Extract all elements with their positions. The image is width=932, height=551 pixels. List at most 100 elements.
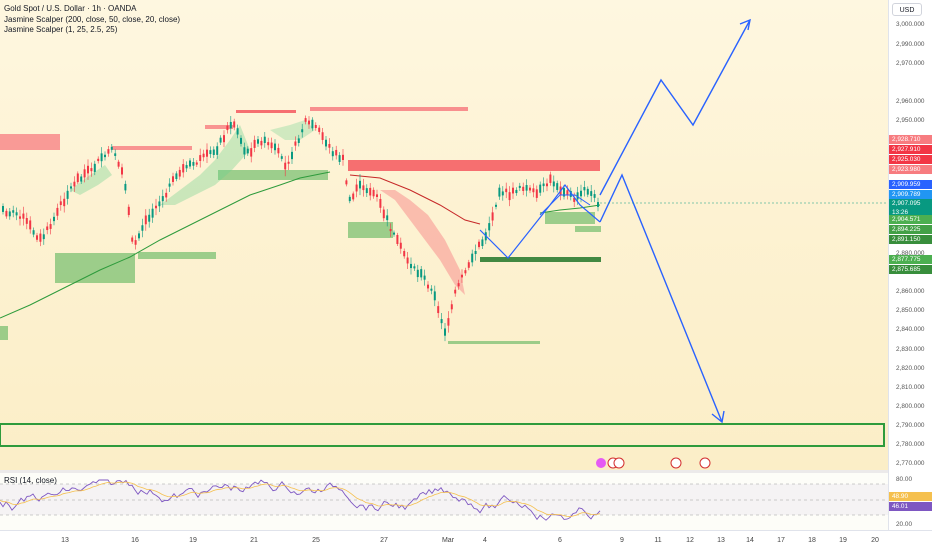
candle [365, 188, 368, 194]
zones [0, 107, 885, 447]
candle [304, 118, 307, 122]
price-label: 2,820.000 [896, 365, 925, 372]
candle [338, 155, 341, 162]
economic-event-icons[interactable] [596, 457, 711, 469]
rsi-axis-label: 80.00 [896, 476, 912, 483]
supply-zone-top-3[interactable] [310, 107, 468, 111]
candle [148, 214, 151, 222]
rsi-chart [0, 479, 888, 521]
time-label: 20 [871, 537, 879, 544]
demand-zone-f[interactable] [575, 226, 601, 232]
time-axis[interactable] [0, 530, 932, 551]
candle [144, 215, 147, 225]
candle [97, 158, 100, 162]
supply-zone-top-1[interactable] [205, 125, 233, 129]
candle [345, 180, 348, 185]
demand-zone-b[interactable] [138, 252, 216, 259]
candle [199, 155, 202, 161]
demand-zone-line[interactable] [480, 257, 601, 262]
candle [403, 250, 406, 257]
candle [369, 187, 372, 196]
candle [80, 176, 83, 182]
time-label: 16 [131, 537, 139, 544]
candle [29, 220, 32, 230]
candle [107, 149, 110, 154]
us-flag-icon [613, 457, 625, 469]
candle [529, 187, 531, 191]
candle [556, 183, 559, 190]
demand-zone-left-small[interactable] [0, 326, 8, 340]
candle [488, 223, 491, 231]
price-label: 2,990.000 [896, 41, 925, 48]
candle [505, 188, 508, 193]
candle [25, 218, 28, 224]
candle [396, 234, 399, 244]
price-tag: 2,923.980 [889, 165, 932, 174]
indicator-legend-2[interactable]: Jasmine Scalper (1, 25, 2.5, 25) [4, 25, 118, 34]
demand-zone-c[interactable] [218, 170, 328, 180]
candle [535, 189, 538, 198]
rsi-legend[interactable]: RSI (14, close) [4, 476, 57, 485]
target-zone-box[interactable] [0, 423, 885, 447]
candle [83, 169, 86, 178]
candle [165, 192, 168, 198]
candle [22, 213, 25, 219]
candle [240, 137, 242, 144]
candle [467, 262, 470, 268]
candle [5, 210, 8, 217]
supply-zone-left[interactable] [0, 134, 60, 150]
time-label: 11 [654, 537, 662, 544]
candle [246, 148, 249, 154]
time-label: 12 [686, 537, 694, 544]
candle [546, 183, 548, 187]
time-label: 18 [808, 537, 816, 544]
candle [2, 206, 4, 212]
candle [491, 212, 494, 221]
candle [121, 167, 123, 175]
candle [212, 149, 215, 155]
candle [355, 184, 358, 192]
candle [328, 143, 331, 148]
candle [66, 190, 69, 199]
pane-separator[interactable] [0, 470, 888, 473]
candle [413, 266, 416, 269]
demand-zone-low[interactable] [448, 341, 540, 344]
candle [178, 169, 181, 177]
time-label: 27 [380, 537, 388, 544]
candle [168, 183, 171, 187]
price-label: 2,830.000 [896, 346, 925, 353]
price-label: 2,880.000 [896, 250, 925, 257]
candle [379, 198, 382, 208]
candle [287, 161, 290, 164]
candle [185, 165, 188, 169]
time-label: 13 [61, 537, 69, 544]
ma-green-right [539, 204, 601, 214]
candle [192, 161, 195, 166]
candle [539, 184, 542, 193]
demand-zone-a[interactable] [55, 253, 135, 283]
symbol-title[interactable]: Gold Spot / U.S. Dollar · 1h · OANDA [4, 4, 137, 13]
candle [399, 242, 402, 249]
demand-zone-e[interactable] [545, 212, 595, 224]
indicator-legend-1[interactable]: Jasmine Scalper (200, close, 50, close, … [4, 15, 181, 24]
candle [36, 235, 38, 240]
rsi-pane[interactable] [0, 473, 888, 530]
demand-zone-d[interactable] [348, 222, 393, 238]
candle [63, 198, 66, 207]
candle [501, 191, 504, 196]
candle [124, 183, 127, 191]
candle [134, 240, 137, 245]
price-tag: 2,875.685 [889, 265, 932, 274]
candle [280, 156, 283, 159]
candle [342, 154, 344, 160]
supply-zone-mid[interactable] [112, 146, 192, 150]
candle [158, 201, 161, 207]
supply-zone-main[interactable] [348, 160, 600, 171]
candle [508, 192, 511, 201]
supply-zone-top-2[interactable] [236, 110, 296, 113]
candle [359, 180, 361, 189]
candle [223, 135, 225, 143]
main-chart-pane[interactable] [0, 0, 888, 470]
price-tag: 2,925.030 [889, 155, 932, 164]
currency-badge[interactable]: USD [892, 3, 922, 16]
